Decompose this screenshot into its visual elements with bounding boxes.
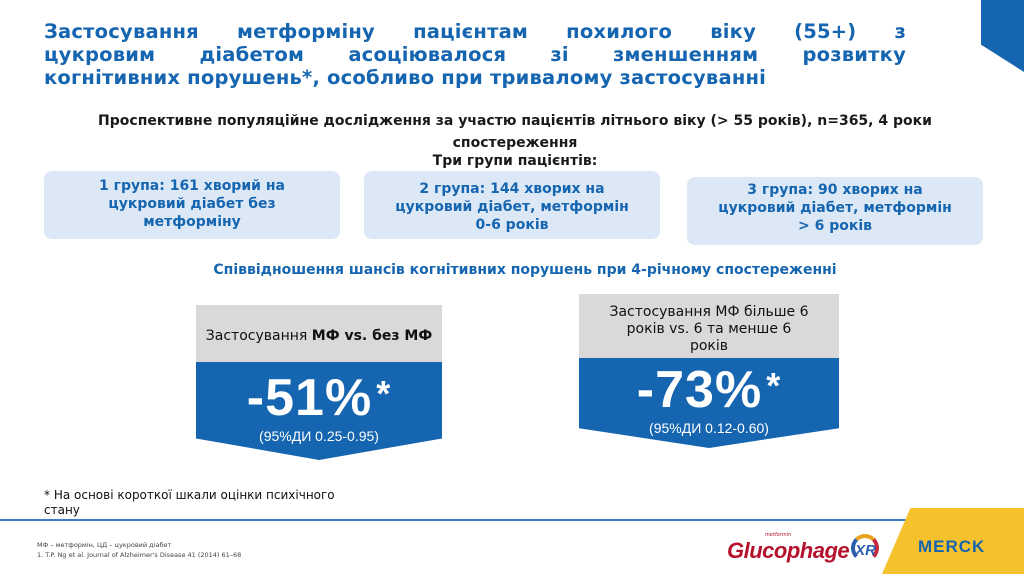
xr-ring-icon [851,534,880,562]
corner-decoration [981,0,1024,72]
metformin-small-label: metformin [765,532,792,538]
merck-yellow-panel [882,508,1024,574]
study-description: Проспективне популяційне дослідження за … [98,113,932,151]
group-box-1: 1 група: 161 хворий на цукровий діабет б… [44,171,340,239]
stat-value: -73% * [636,361,782,419]
groups-label: Три групи пацієнтів: [432,153,598,169]
group-3-label: 3 група: 90 хворих на цукровий діабет, м… [718,182,952,234]
footer-divider [0,519,912,521]
glucophage-xr-logo: metformin Glucophage XR [727,528,880,564]
stat-card-mf-vs-no-mf: Застосування МФ vs. без МФ -51% * (95%ДИ … [196,305,442,460]
xr-text: XR [855,542,876,559]
xr-badge-icon: XR [851,534,880,564]
glucophage-wordmark: Glucophage [727,538,850,563]
title-line-3: когнітивних порушень*, особливо при трив… [44,66,767,89]
title-line-1: Застосування метформіну пацієнтам похило… [44,20,906,43]
odds-ratio-heading: Співвідношення шансів когнітивних поруше… [213,262,837,278]
stat-card-long-vs-short-mf: Застосування МФ більше 6 років vs. 6 та … [579,294,839,448]
asterisk-mark: * [766,365,782,406]
header-plain-text: Застосування [205,328,312,344]
header-bold-text: МФ vs. без МФ [311,328,433,344]
merck-logo: MERCK [918,537,986,556]
page-title: Застосування метформіну пацієнтам похило… [44,20,906,89]
footnote: * На основі короткої шкали оцінки психіч… [44,488,335,517]
group-box-3: 3 група: 90 хворих на цукровий діабет, м… [687,177,983,245]
references: МФ – метформін, ЦД – цукровий діабет 1. … [37,540,241,560]
abbreviations: МФ – метформін, ЦД – цукровий діабет [37,541,172,549]
confidence-interval: (95%ДИ 0.12-0.60) [649,420,769,436]
stat-card-body: -73% * (95%ДИ 0.12-0.60) [579,358,839,448]
group-1-label: 1 група: 161 хворий на цукровий діабет б… [99,178,285,230]
stat-card-header: Застосування МФ більше 6 років vs. 6 та … [579,294,839,358]
stat-value: -51% * [246,369,392,427]
confidence-interval: (95%ДИ 0.25-0.95) [259,428,379,444]
header-plain-text: Застосування МФ більше 6 років vs. 6 та … [609,304,809,354]
group-2-label: 2 група: 144 хворих на цукровий діабет, … [395,181,629,233]
citation: 1. T.P. Ng et al. Journal of Alzheimer's… [37,551,242,559]
stat-card-header: Застосування МФ vs. без МФ [196,305,442,362]
asterisk-mark: * [376,373,392,414]
title-line-2: цукровим діабетом асоціювалося зі зменше… [44,43,906,66]
group-box-2: 2 група: 144 хворих на цукровий діабет, … [364,171,660,239]
stat-card-body: -51% * (95%ДИ 0.25-0.95) [196,362,442,460]
